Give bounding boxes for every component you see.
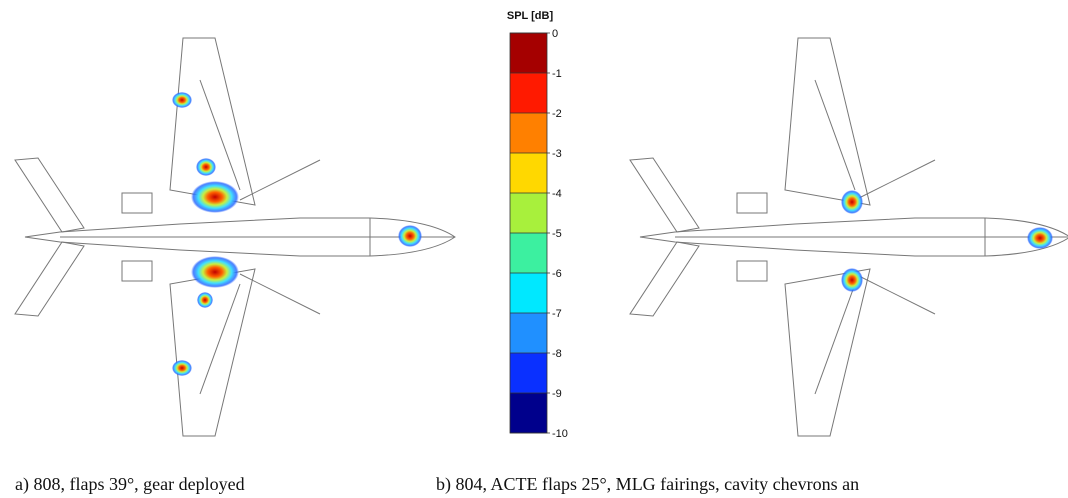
tick-label: -9 xyxy=(552,388,562,400)
colorbar: SPL [dB] 0 -1 -2 -3 -4 -5 -6 -7 -8 -9 -10 xyxy=(507,10,568,440)
noise-sources xyxy=(841,190,1053,292)
tick-label: -7 xyxy=(552,308,562,320)
colorbar-title: SPL [dB] xyxy=(507,10,554,22)
aircraft-b xyxy=(629,37,1068,437)
tick-label: -3 xyxy=(552,148,562,160)
aircraft-a xyxy=(14,37,456,437)
tick-label: -10 xyxy=(552,428,568,440)
color-band xyxy=(510,33,547,73)
color-band xyxy=(510,193,547,233)
color-band xyxy=(510,353,547,393)
color-band xyxy=(510,273,547,313)
tick-label: -5 xyxy=(552,228,562,240)
tick-label: -2 xyxy=(552,108,562,120)
tick-label: 0 xyxy=(552,28,558,40)
caption: a) 808, flaps 39°, gear deployed xyxy=(15,474,245,495)
tick-label: -1 xyxy=(552,68,562,80)
noise-sources xyxy=(172,92,422,376)
color-band xyxy=(510,153,547,193)
color-band xyxy=(510,393,547,433)
color-band xyxy=(510,113,547,153)
caption: b) 804, ACTE flaps 25°, MLG fairings, ca… xyxy=(436,474,859,495)
tick-label: -4 xyxy=(552,188,562,200)
color-band xyxy=(510,73,547,113)
tick-label: -6 xyxy=(552,268,562,280)
color-band xyxy=(510,313,547,353)
tick-label: -8 xyxy=(552,348,562,360)
color-band xyxy=(510,233,547,273)
